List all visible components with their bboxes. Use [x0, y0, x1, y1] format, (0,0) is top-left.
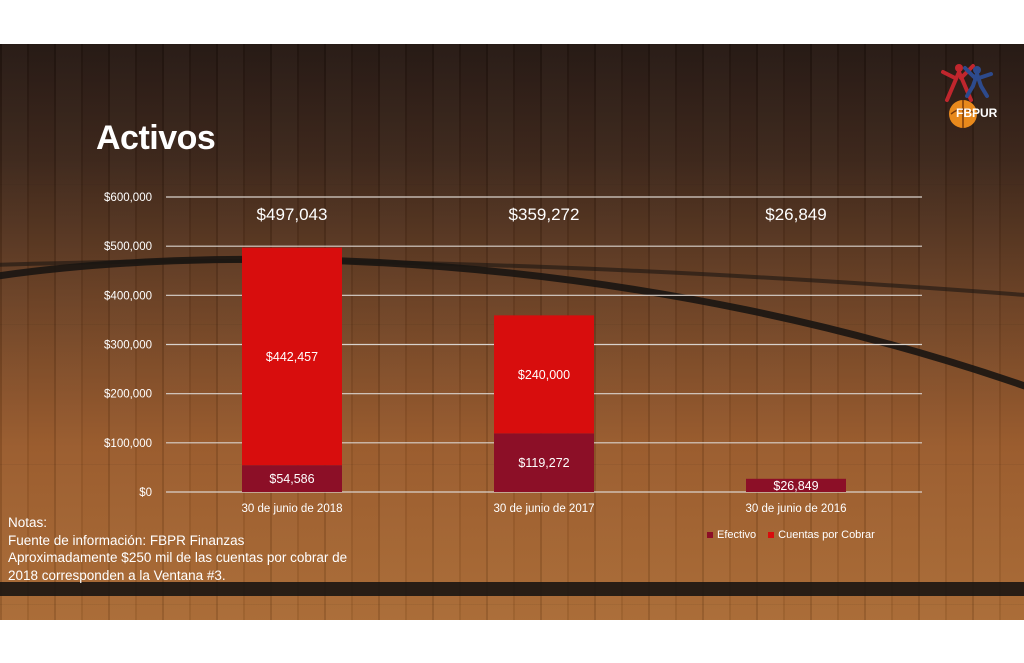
bar-segment [746, 478, 846, 492]
chart-legend: Efectivo Cuentas por Cobrar [707, 529, 875, 541]
bar-data-label: $442,457 [266, 350, 318, 364]
legend-item-cuentas: Cuentas por Cobrar [768, 529, 875, 541]
legend-label-cuentas: Cuentas por Cobrar [778, 529, 875, 541]
y-tick-label: $0 [139, 487, 152, 499]
bar-data-label: $240,000 [518, 368, 570, 382]
total-label: $26,849 [765, 205, 826, 224]
bar-segment [494, 433, 594, 492]
bar-data-label: $54,586 [269, 472, 314, 486]
x-category-label: 30 de junio de 2016 [745, 503, 846, 515]
bar-segment [494, 315, 594, 434]
x-category-label: 30 de junio de 2017 [493, 503, 594, 515]
stacked-bar-chart: $0 $100,000 $200,000 $300,000 $400,000 $500,0… [104, 192, 922, 515]
bar-segment [242, 465, 342, 492]
logo-text: FBPUR [956, 106, 998, 120]
page-title: Activos [96, 119, 216, 157]
y-tick-label: $500,000 [104, 241, 152, 253]
total-label: $497,043 [257, 205, 328, 224]
total-label: $359,272 [509, 205, 580, 224]
notes-line-2: Aproximadamente $250 mil de las cuentas … [8, 550, 348, 565]
notes-line-3: 2018 corresponden a la Ventana #3. [8, 567, 226, 583]
x-category-label: 30 de junio de 2018 [241, 503, 342, 515]
court-lines [0, 255, 1024, 596]
y-tick-label: $300,000 [104, 340, 152, 352]
bar-data-label: $119,272 [518, 456, 569, 470]
y-tick-label: $600,000 [104, 192, 152, 204]
bar-data-label: $26,849 [773, 479, 818, 493]
fbpur-logo [941, 64, 993, 128]
legend-label-efectivo: Efectivo [717, 529, 757, 541]
notes-line-1: Fuente de información: FBPR Finanzas [8, 532, 245, 548]
y-tick-label: $100,000 [104, 438, 152, 450]
notes: Notas: Fuente de información: FBPR Finan… [8, 514, 347, 584]
legend-swatch-cuentas [768, 532, 775, 538]
legend-item-efectivo: Efectivo [707, 529, 756, 541]
slide: Activos FBPUR $0 $100,000 $200,000 $300,000… [0, 44, 1024, 620]
y-tick-label: $400,000 [104, 290, 152, 302]
notes-heading: Notas: [8, 515, 48, 530]
bar-segment [242, 247, 342, 466]
y-tick-label: $200,000 [104, 389, 152, 401]
legend-swatch-efectivo [707, 532, 713, 538]
